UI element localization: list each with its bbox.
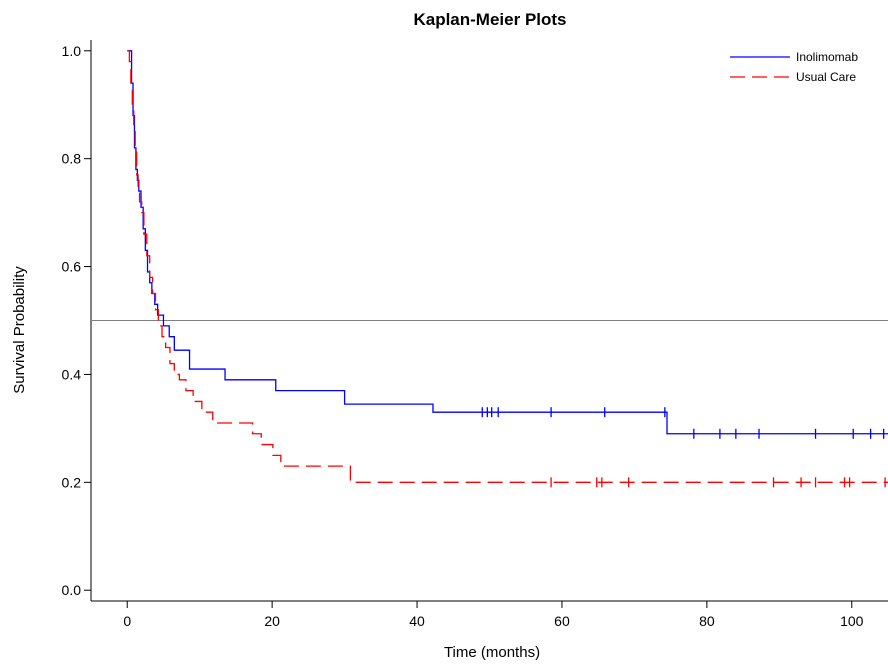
chart-title: Kaplan-Meier Plots	[413, 10, 566, 29]
x-tick-label: 20	[264, 613, 280, 629]
x-tick-label: 60	[554, 613, 570, 629]
legend-label-1: Usual Care	[796, 70, 856, 84]
x-tick-label: 40	[409, 613, 425, 629]
legend-label-0: Inolimomab	[796, 50, 858, 64]
y-tick-label: 1.0	[62, 43, 82, 59]
series-line-1	[127, 50, 888, 483]
y-tick-label: 0.0	[62, 582, 82, 598]
series-line-0	[127, 50, 888, 435]
x-tick-label: 100	[840, 613, 864, 629]
y-tick-label: 0.4	[62, 366, 82, 382]
y-tick-label: 0.6	[62, 259, 82, 275]
plot-area: 0 20 40 60 80 100 0.0 0.2 0.4 0.6 0.8 1.0 Inolimomab…	[62, 40, 888, 629]
x-tick-label: 0	[123, 613, 131, 629]
y-axis-label: Survival Probability	[11, 266, 28, 394]
y-tick-label: 0.2	[62, 474, 82, 490]
y-tick-label: 0.8	[62, 151, 82, 167]
x-tick-label: 80	[699, 613, 715, 629]
x-axis-label: Time (months)	[444, 644, 540, 661]
